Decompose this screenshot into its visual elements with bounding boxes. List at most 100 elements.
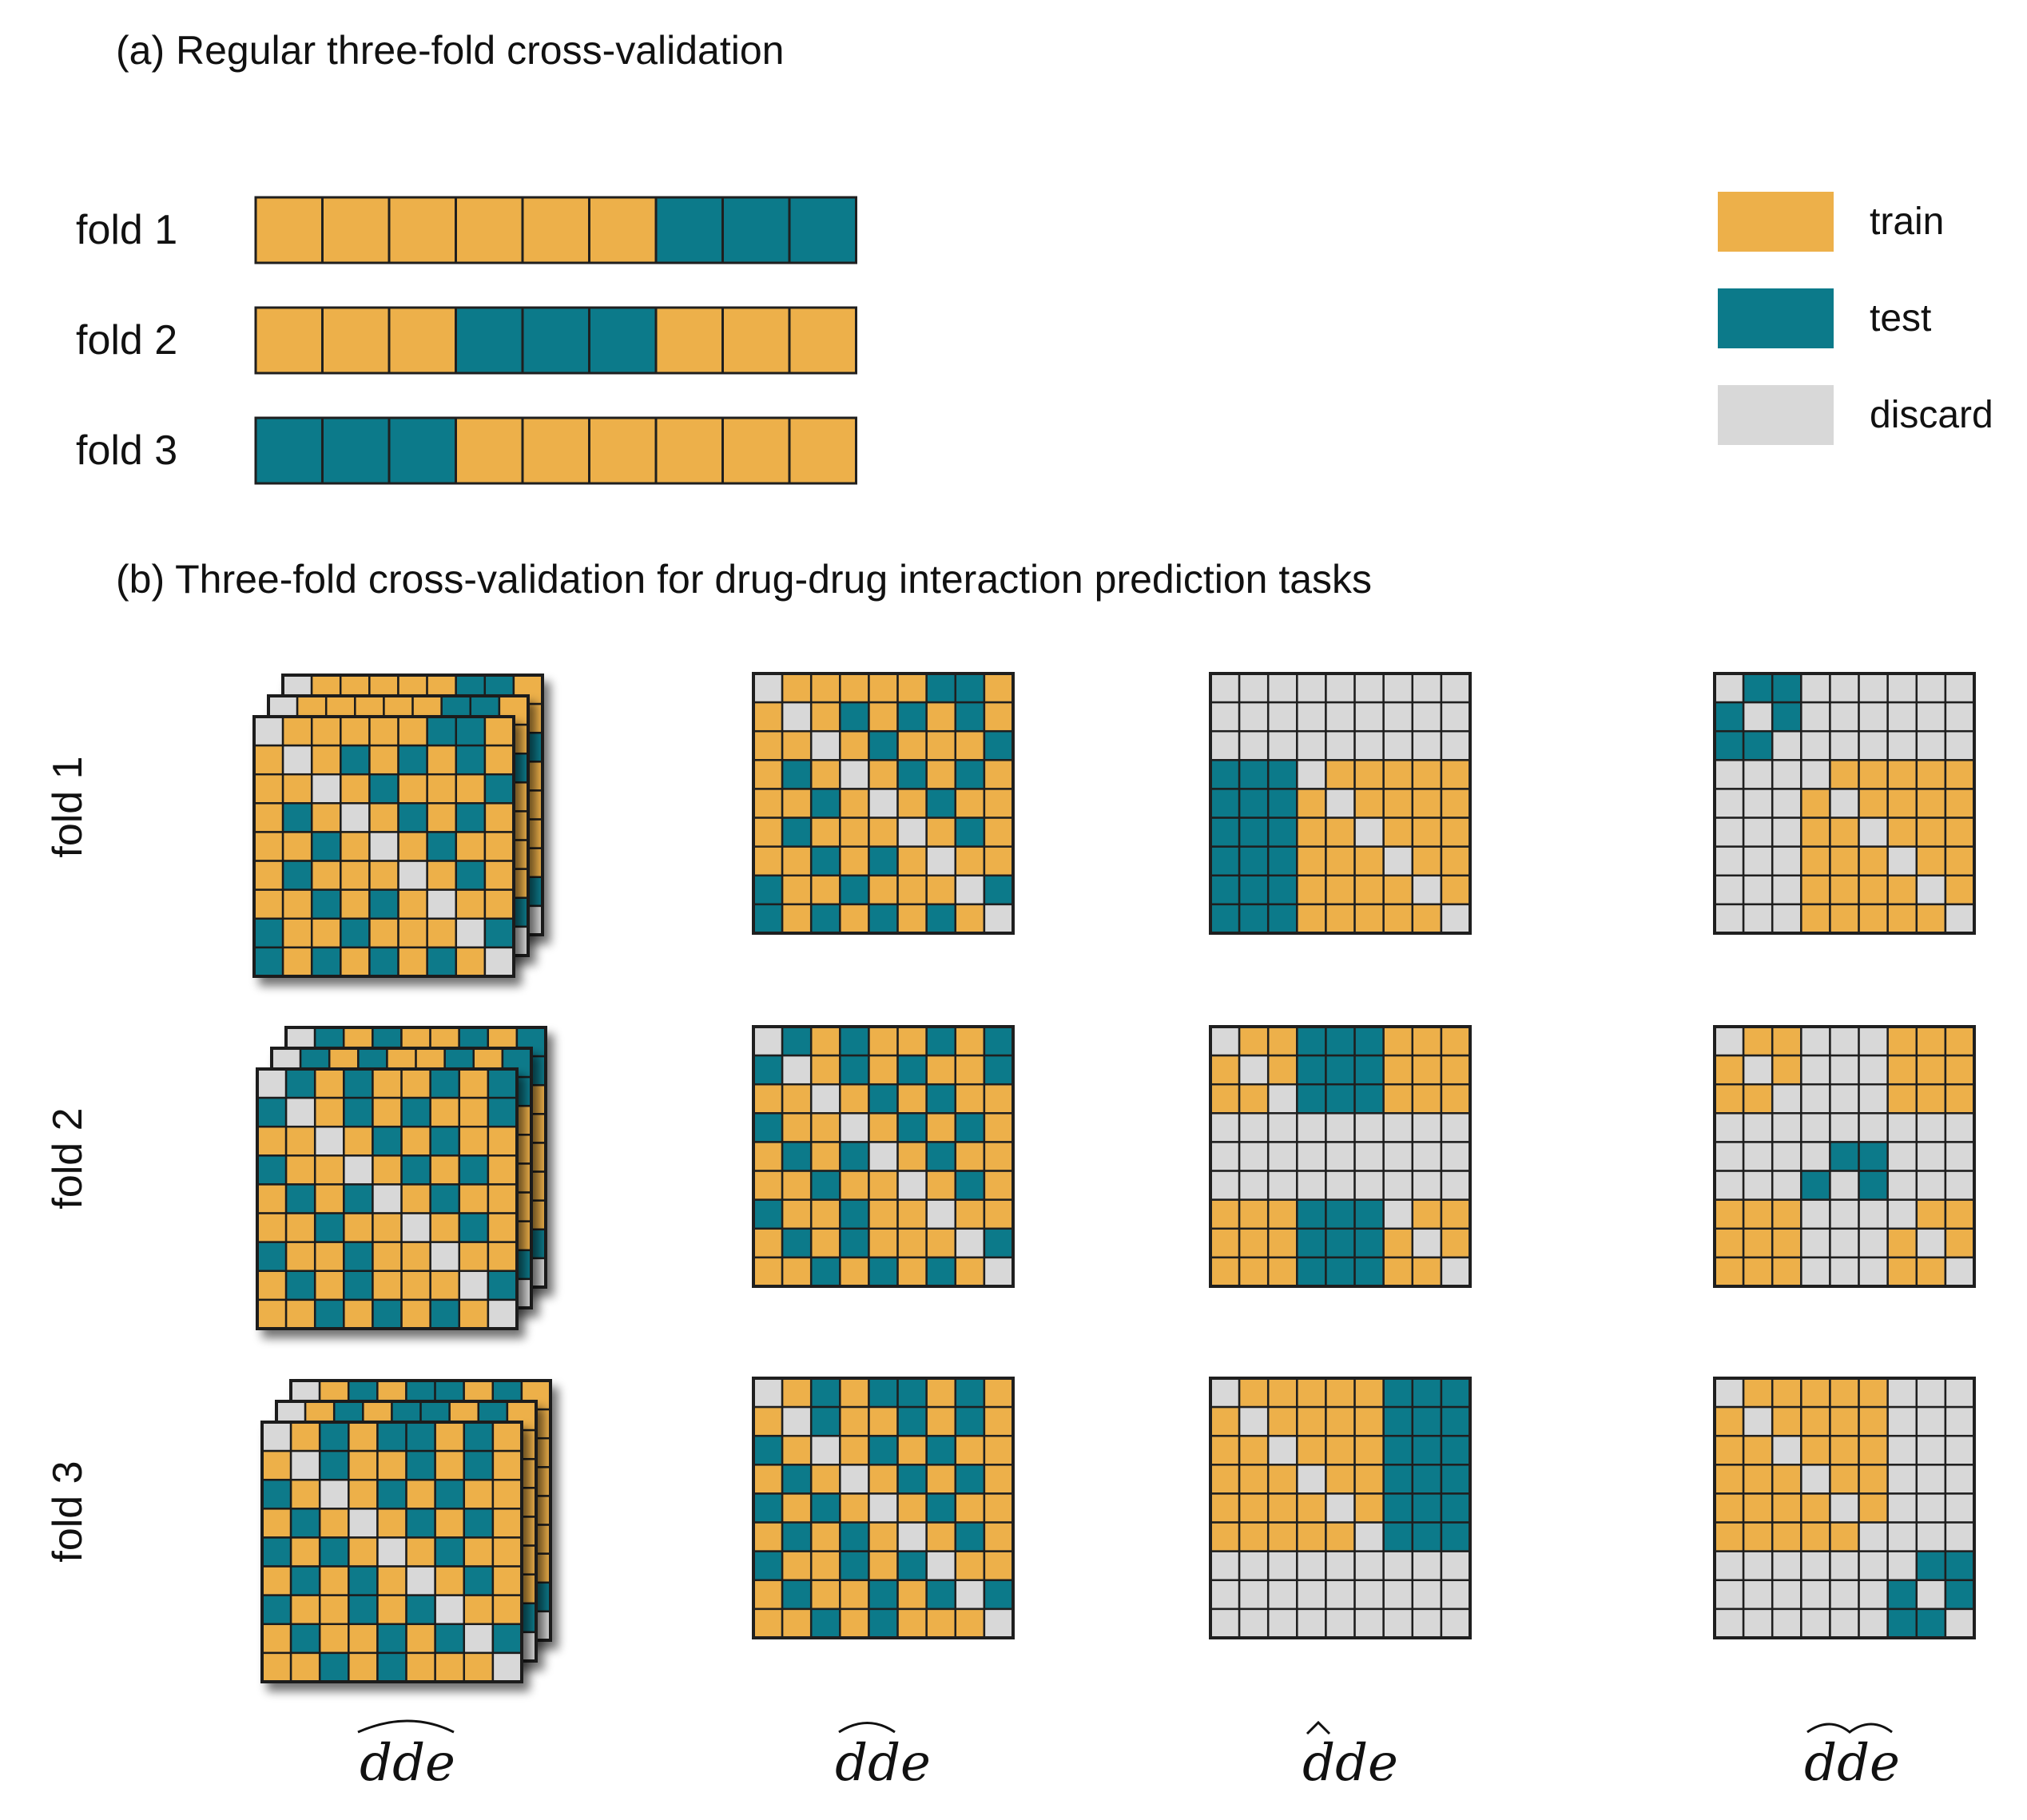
matrix-fold-3-task-4-cell-r5-c9	[1944, 1492, 1976, 1524]
matrix-fold-1-task-4-cell-r5-c1	[1713, 788, 1745, 819]
matrix-fold-3-task-2-cell-r4-c9	[983, 1464, 1015, 1495]
matrix-fold-2-task-2-cell-r4-c5	[868, 1112, 899, 1143]
matrix-fold-1-task-2-cell-r5-c1	[752, 788, 784, 819]
stack-fold-2-layer-3-border	[256, 1067, 519, 1330]
matrix-fold-2-task-3-cell-r4-c8	[1411, 1112, 1443, 1143]
matrix-fold-2-task-3-cell-r2-c4	[1296, 1054, 1327, 1086]
matrix-fold-2-task-4-cell-r4-c7	[1886, 1112, 1918, 1143]
stack-fold-3	[260, 1379, 552, 1683]
matrix-fold-3-task-4-cell-r1-c7	[1886, 1377, 1918, 1409]
stack-fold-2-layer-3-cell-r4-c3	[313, 1154, 345, 1186]
stack-fold-1-layer-3-cell-r4-c2	[281, 802, 313, 833]
matrix-fold-3-task-4-cell-r6-c8	[1915, 1521, 1947, 1552]
stack-fold-3-layer-3-cell-r6-c1	[260, 1565, 292, 1596]
matrix-fold-3-task-3-cell-r2-c9	[1440, 1405, 1472, 1437]
matrix-fold-2-task-3-cell-r2-c8	[1411, 1054, 1443, 1086]
stack-fold-3-layer-3-border	[260, 1421, 523, 1683]
matrix-fold-2-task-3-cell-r5-c6	[1353, 1141, 1385, 1172]
matrix-fold-1-task-3-cell-r3-c3	[1266, 729, 1298, 761]
stack-fold-1-layer-3-cell-r4-c9	[483, 802, 515, 833]
legend-label-discard: discard	[1870, 394, 1993, 436]
matrix-fold-3-task-4-cell-r7-c7	[1886, 1550, 1918, 1582]
stack-fold-1-layer-3-cell-r6-c3	[310, 860, 342, 891]
matrix-fold-1-task-2-cell-r2-c9	[983, 701, 1015, 733]
matrix-fold-2-task-2-cell-r9-c7	[925, 1256, 957, 1288]
stack-fold-3-layer-3-cell-r5-c8	[463, 1536, 495, 1568]
matrix-fold-3-task-2-cell-r6-c5	[868, 1521, 899, 1552]
stack-fold-3-layer-3-cell-r7-c5	[376, 1594, 407, 1626]
stack-fold-2-layer-3-cell-r9-c8	[458, 1298, 490, 1330]
stack-fold-2-layer-3-cell-r6-c8	[458, 1212, 490, 1243]
stack-fold-2-layer-3-cell-r4-c5	[372, 1154, 403, 1186]
stack-fold-1-layer-3-cell-r7-c7	[426, 888, 458, 920]
matrix-fold-1-task-3-cell-r4-c9	[1440, 759, 1472, 790]
matrix-fold-2-task-2-cell-r3-c6	[896, 1083, 928, 1115]
title-b: (b) Three-fold cross-validation for drug…	[116, 557, 1372, 602]
matrix-fold-1-task-3-cell-r6-c9	[1440, 817, 1472, 848]
matrix-fold-1-task-3-cell-r7-c6	[1353, 845, 1385, 877]
matrix-fold-2-task-3-cell-r8-c9	[1440, 1227, 1472, 1259]
matrix-fold-1-task-4-cell-r3-c5	[1829, 729, 1860, 761]
matrix-fold-1-task-2-cell-r2-c6	[896, 701, 928, 733]
matrix-fold-3-task-4-cell-r3-c8	[1915, 1434, 1947, 1466]
stack-fold-2-layer-3-cell-r1-c5	[372, 1067, 403, 1099]
matrix-fold-2-task-4-cell-r5-c8	[1915, 1141, 1947, 1172]
matrix-fold-3-task-4-cell-r9-c7	[1886, 1607, 1918, 1639]
matrix-fold-3-task-3-cell-r1-c9	[1440, 1377, 1472, 1409]
matrix-fold-1-task-4-cell-r5-c2	[1742, 788, 1774, 819]
stack-fold-1-layer-3-cell-r3-c2	[281, 773, 313, 805]
matrix-fold-3-task-3-cell-r3-c1	[1209, 1434, 1241, 1466]
matrix-fold-1-task-4-cell-r6-c9	[1944, 817, 1976, 848]
matrix-fold-3-task-3-cell-r8-c1	[1209, 1579, 1241, 1611]
matrix-fold-1-task-2-cell-r3-c8	[954, 729, 986, 761]
matrix-fold-1-task-4-cell-r4-c9	[1944, 759, 1976, 790]
stack-fold-3-layer-3-cell-r1-c2	[289, 1421, 321, 1452]
matrix-fold-2-task-4-cell-r8-c1	[1713, 1227, 1745, 1259]
matrix-fold-1-task-3-cell-r3-c7	[1382, 729, 1414, 761]
matrix-fold-1-task-2-cell-r2-c3	[809, 701, 841, 733]
matrix-fold-2-task-4-cell-r6-c2	[1742, 1170, 1774, 1201]
matrix-fold-1-task-3-cell-r5-c9	[1440, 788, 1472, 819]
stack-fold-2-layer-3-cell-r7-c7	[429, 1241, 461, 1273]
matrix-fold-1-task-2-cell-r7-c7	[925, 845, 957, 877]
matrix-fold-2-task-3-cell-r7-c5	[1325, 1198, 1356, 1230]
matrix-fold-2-task-2-cell-r2-c5	[868, 1054, 899, 1086]
matrix-fold-3-task-4-cell-r4-c9	[1944, 1464, 1976, 1495]
matrix-fold-1-task-4-cell-r8-c8	[1915, 874, 1947, 906]
matrix-fold-2-task-3-cell-r7-c4	[1296, 1198, 1327, 1230]
matrix-fold-3-task-3-cell-r9-c2	[1238, 1607, 1270, 1639]
matrix-fold-1-task-4-cell-r3-c3	[1771, 729, 1802, 761]
matrix-fold-3-task-2-cell-r3-c3	[809, 1434, 841, 1466]
matrix-fold-2-task-4-cell-r2-c1	[1713, 1054, 1745, 1086]
matrix-fold-2-task-4-cell-r6-c3	[1771, 1170, 1802, 1201]
stack-fold-2-layer-3-cell-r5-c8	[458, 1183, 490, 1214]
matrix-fold-2-task-2-cell-r6-c8	[954, 1170, 986, 1201]
matrix-fold-2-task-4-cell-r6-c9	[1944, 1170, 1976, 1201]
matrix-fold-2-task-2-cell-r2-c3	[809, 1054, 841, 1086]
fold-3-cell-9	[788, 416, 857, 485]
matrix-fold-1-task-3-cell-r1-c5	[1325, 672, 1356, 704]
matrix-fold-3-task-4-cell-r4-c2	[1742, 1464, 1774, 1495]
matrix-fold-2-task-3-cell-r8-c8	[1411, 1227, 1443, 1259]
stack-fold-3-layer-3-cell-r5-c2	[289, 1536, 321, 1568]
matrix-fold-2-task-3-cell-r9-c1	[1209, 1256, 1241, 1288]
matrix-fold-2-task-2-cell-r2-c8	[954, 1054, 986, 1086]
stack-fold-3-layer-3-cell-r1-c1	[260, 1421, 292, 1452]
matrix-fold-2-task-3-cell-r9-c8	[1411, 1256, 1443, 1288]
stack-fold-1-layer-3-cell-r1-c6	[397, 715, 428, 747]
matrix-fold-3-task-3-cell-r6-c9	[1440, 1521, 1472, 1552]
matrix-fold-3-task-4-cell-r2-c7	[1886, 1405, 1918, 1437]
matrix-fold-3-task-2-cell-r5-c8	[954, 1492, 986, 1524]
matrix-fold-2-task-4-cell-r1-c3	[1771, 1025, 1802, 1057]
stack-fold-1-layer-3-cell-r2-c5	[368, 744, 399, 776]
stack-fold-3-layer-3-cell-r3-c2	[289, 1478, 321, 1510]
matrix-fold-1-task-3-cell-r5-c6	[1353, 788, 1385, 819]
matrix-fold-2-task-4-cell-r5-c6	[1858, 1141, 1889, 1172]
matrix-fold-2-task-3-cell-r7-c9	[1440, 1198, 1472, 1230]
matrix-fold-1-task-3-cell-r9-c4	[1296, 903, 1327, 935]
matrix-fold-1-task-4-cell-r2-c5	[1829, 701, 1860, 733]
stack-fold-2	[256, 1026, 547, 1330]
matrix-fold-2-task-4-cell-r4-c1	[1713, 1112, 1745, 1143]
matrix-fold-2-task-2-cell-r8-c3	[809, 1227, 841, 1259]
matrix-fold-1-task-3-cell-r1-c9	[1440, 672, 1472, 704]
